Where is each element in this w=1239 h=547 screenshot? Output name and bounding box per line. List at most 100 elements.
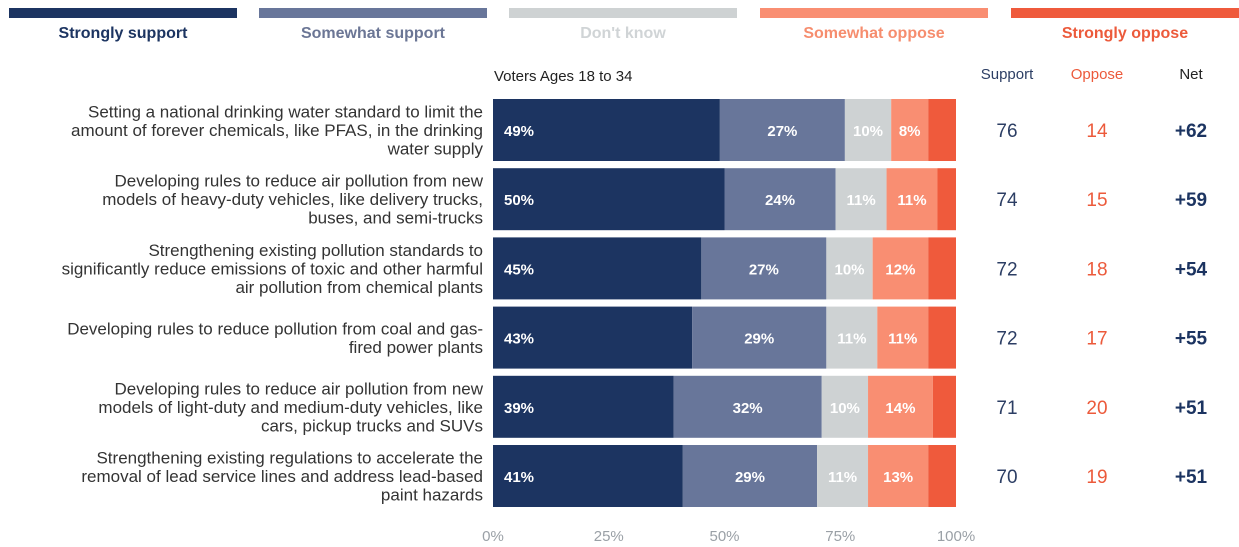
support-value: 72	[996, 329, 1017, 350]
bar-segment	[673, 375, 822, 438]
legend-label: Don't know	[580, 25, 666, 42]
bar-segment	[877, 306, 929, 369]
category-label: air pollution from chemical plants	[235, 278, 483, 297]
category-label: buses, and semi-trucks	[308, 209, 483, 228]
data-label: 11%	[897, 192, 926, 209]
category-label: models of heavy-duty vehicles, like deli…	[102, 190, 483, 209]
data-label: 10%	[834, 261, 864, 278]
data-label: 39%	[504, 400, 534, 417]
support-column-header: Support	[981, 66, 1034, 83]
bar-segment	[493, 445, 683, 507]
legend-swatch	[259, 8, 487, 18]
oppose-value: 20	[1086, 398, 1107, 419]
category-label: Setting a national drinking water standa…	[88, 103, 483, 122]
support-value: 76	[996, 121, 1017, 142]
bar-segment	[493, 306, 693, 369]
data-label: 49%	[504, 123, 534, 140]
support-value: 70	[996, 467, 1017, 488]
support-value: 74	[996, 190, 1018, 211]
data-label: 12%	[885, 261, 915, 278]
legend-label: Strongly support	[59, 25, 189, 42]
bar-segment	[932, 375, 956, 438]
data-label: 29%	[735, 469, 765, 486]
bar-segment	[826, 306, 878, 369]
oppose-value: 15	[1086, 190, 1107, 211]
oppose-value: 18	[1086, 259, 1107, 280]
data-label: 11%	[837, 331, 866, 348]
legend-label: Somewhat support	[301, 25, 446, 42]
category-label: models of light-duty and medium-duty veh…	[98, 398, 483, 417]
net-value: +55	[1175, 329, 1208, 350]
legend-swatch	[9, 8, 237, 18]
category-label: amount of forever chemicals, like PFAS, …	[71, 121, 483, 140]
bar-segment	[868, 375, 933, 438]
data-label: 14%	[885, 400, 915, 417]
x-axis-tick-label: 0%	[482, 528, 504, 545]
data-label: 8%	[899, 123, 921, 140]
category-label: significantly reduce emissions of toxic …	[62, 259, 483, 278]
bar-segment	[493, 168, 725, 231]
net-value: +59	[1175, 190, 1207, 211]
bar-segment	[928, 306, 956, 369]
data-label: 24%	[765, 192, 795, 209]
legend-swatch	[760, 8, 988, 18]
oppose-column-header: Oppose	[1071, 66, 1124, 83]
bar-segment	[886, 168, 938, 231]
bar-segment	[701, 237, 827, 300]
category-label: Strengthening existing pollution standar…	[148, 241, 483, 260]
oppose-value: 19	[1086, 467, 1107, 488]
category-label: removal of lead service lines and addres…	[81, 467, 483, 486]
data-label: 11%	[888, 331, 917, 348]
data-label: 11%	[828, 469, 857, 486]
support-value: 72	[996, 259, 1017, 280]
category-label: water supply	[387, 140, 484, 159]
data-label: 43%	[504, 331, 534, 348]
bar-segment	[493, 99, 720, 161]
bar-segment	[719, 99, 845, 161]
bar-segment	[835, 168, 887, 231]
x-axis-tick-label: 100%	[937, 528, 975, 545]
category-label: Developing rules to reduce pollution fro…	[67, 319, 483, 338]
bar-segment	[928, 445, 956, 507]
bar-segment	[891, 99, 929, 161]
category-label: Strengthening existing regulations to ac…	[96, 449, 483, 468]
bar-segment	[826, 237, 873, 300]
net-value: +51	[1175, 398, 1208, 419]
data-label: 11%	[846, 192, 875, 209]
category-label: paint hazards	[381, 486, 483, 505]
data-label: 10%	[830, 400, 860, 417]
bar-segment	[821, 375, 869, 438]
category-label: cars, pickup trucks and SUVs	[261, 416, 483, 435]
legend-label: Somewhat oppose	[803, 25, 944, 42]
category-label: fired power plants	[349, 338, 483, 357]
category-label: Developing rules to reduce air pollution…	[114, 379, 483, 398]
data-label: 13%	[883, 469, 913, 486]
bar-segment	[937, 168, 956, 231]
x-axis-tick-label: 50%	[709, 528, 739, 545]
net-value: +51	[1175, 467, 1208, 488]
data-label: 32%	[733, 400, 763, 417]
bar-segment	[844, 99, 892, 161]
bar-segment	[817, 445, 869, 507]
bar-segment	[692, 306, 827, 369]
x-axis-tick-label: 25%	[594, 528, 624, 545]
legend-swatch	[509, 8, 737, 18]
bar-segment	[928, 99, 956, 161]
oppose-value: 14	[1086, 121, 1108, 142]
x-axis-tick-label: 75%	[825, 528, 855, 545]
net-value: +62	[1175, 121, 1207, 142]
bar-segment	[872, 237, 929, 300]
data-label: 41%	[504, 469, 534, 486]
bar-segment	[928, 237, 956, 300]
chart-subtitle: Voters Ages 18 to 34	[494, 68, 632, 85]
net-value: +54	[1175, 259, 1208, 280]
support-value: 71	[996, 398, 1017, 419]
bar-segment	[493, 237, 702, 300]
bar-segment	[493, 375, 674, 438]
data-label: 27%	[767, 123, 797, 140]
bar-segment	[682, 445, 818, 507]
data-label: 27%	[749, 261, 779, 278]
bar-segment	[724, 168, 836, 231]
legend-swatch	[1011, 8, 1239, 18]
data-label: 29%	[744, 331, 774, 348]
